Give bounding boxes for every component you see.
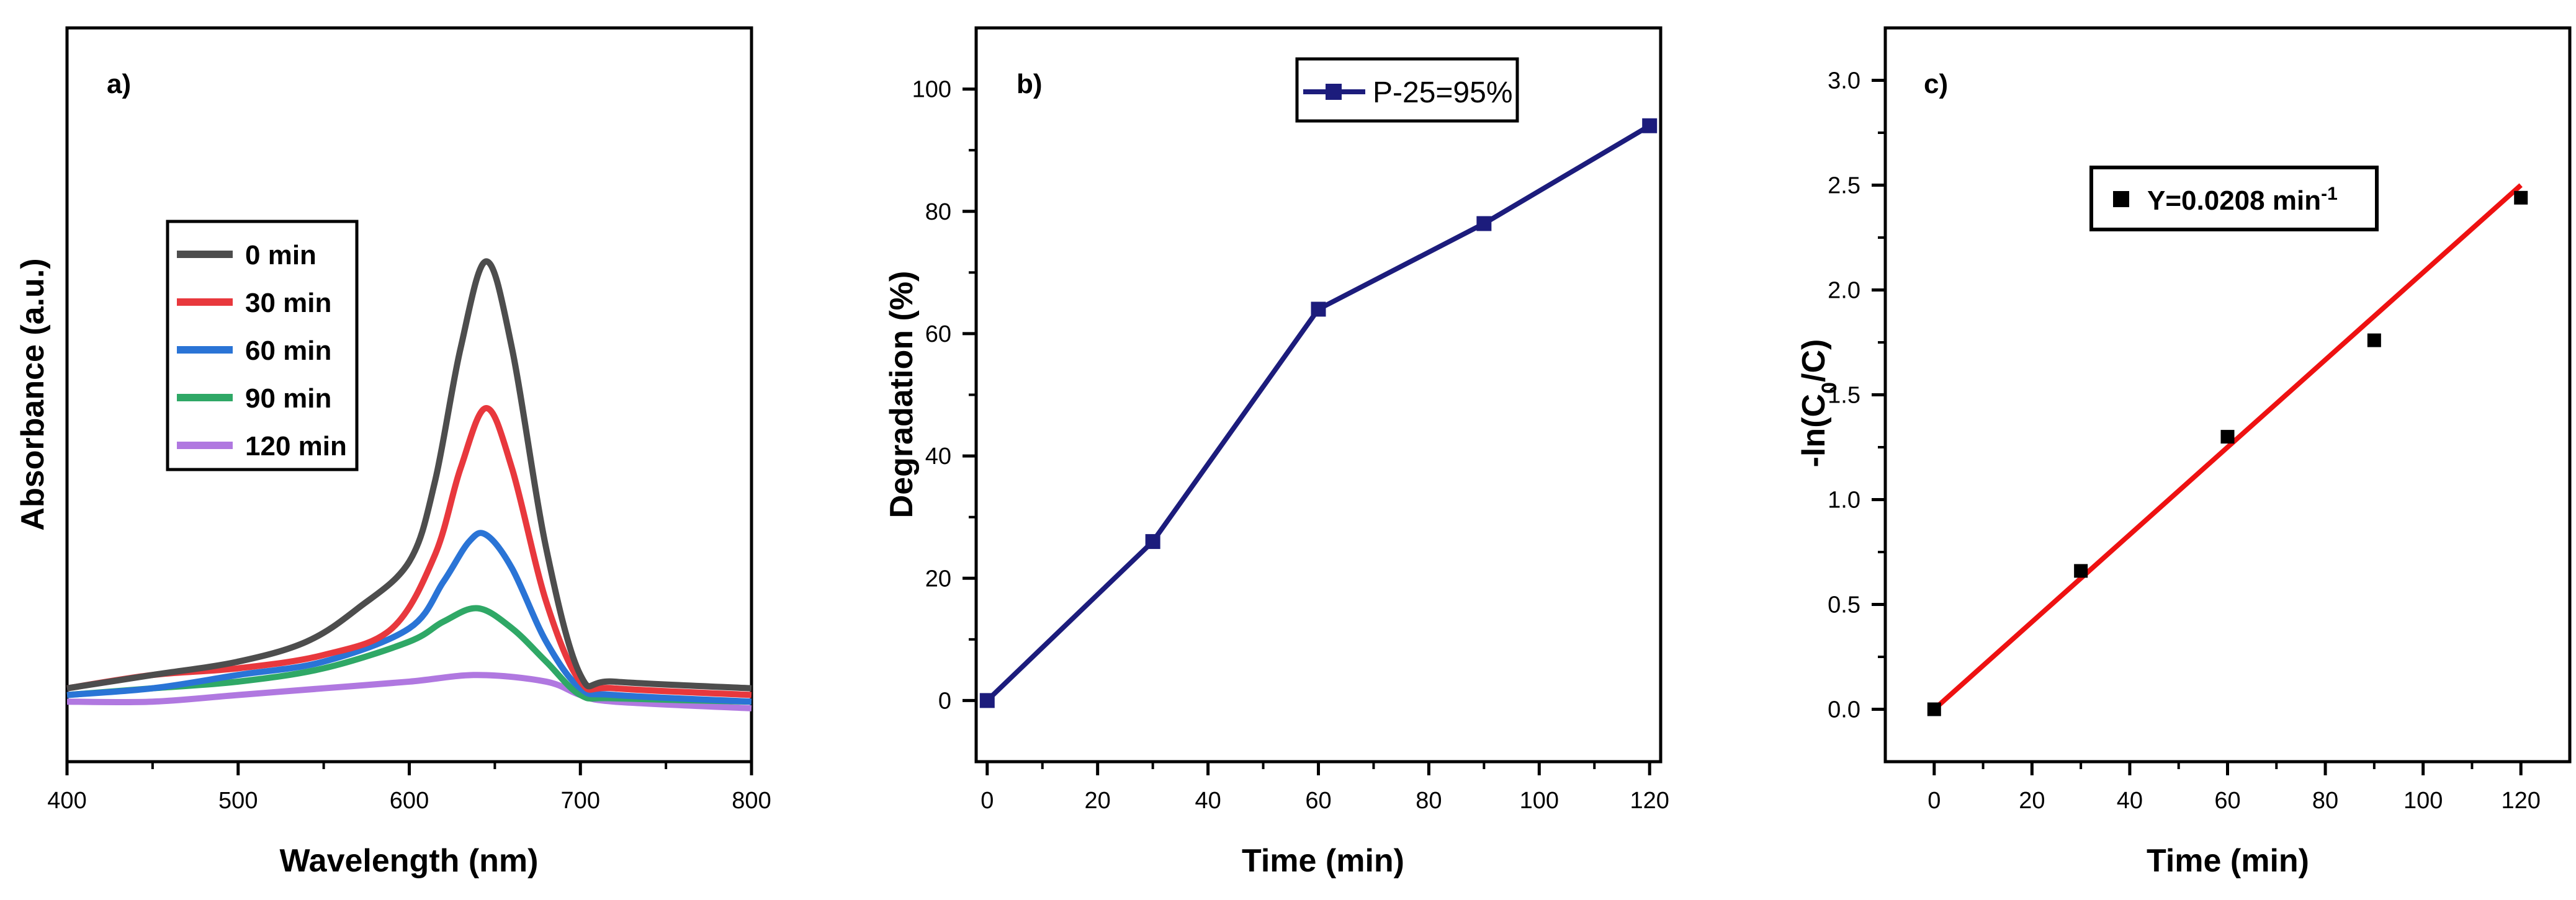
panel-c-frame bbox=[1883, 26, 2572, 764]
legend-label: 120 min bbox=[245, 431, 347, 461]
panel-b-ylabel: Degradation (%) bbox=[884, 271, 920, 519]
panel-b-frame bbox=[974, 26, 1663, 764]
x-tick-label: 20 bbox=[1085, 788, 1111, 814]
panel-c-legend-marker bbox=[2113, 191, 2129, 207]
y-tick-label: 60 bbox=[925, 321, 951, 347]
data-point bbox=[1927, 702, 1941, 716]
x-tick-label: 40 bbox=[1195, 788, 1221, 814]
panel-c-label: c) bbox=[1924, 69, 1948, 99]
data-point bbox=[2074, 564, 2088, 578]
data-point bbox=[1145, 534, 1160, 550]
panel-b-marks bbox=[979, 118, 1658, 708]
data-point bbox=[2220, 430, 2235, 444]
data-point bbox=[2367, 333, 2381, 347]
legend-label: 90 min bbox=[245, 383, 331, 414]
panel-a: 400 500 600 700 800 a) Wavelength (nm) Absor… bbox=[15, 26, 771, 879]
panel-c-legend-main: Y=0.0208 min bbox=[2147, 185, 2321, 216]
panel-a-ticks: 400 500 600 700 800 bbox=[47, 762, 771, 814]
y-tick-label: 0.0 bbox=[1828, 697, 1860, 723]
x-tick-label: 60 bbox=[2214, 788, 2240, 814]
panel-a-marks bbox=[66, 258, 752, 711]
panel-c-marks bbox=[1927, 183, 2528, 716]
data-point bbox=[1311, 301, 1326, 317]
panel-c-legend-sup: -1 bbox=[2321, 184, 2338, 204]
series-line-90-min bbox=[66, 605, 752, 705]
panel-a-label: a) bbox=[107, 69, 131, 99]
panel-b-label: b) bbox=[1016, 69, 1043, 99]
legend-label: 60 min bbox=[245, 336, 331, 366]
y-tick-label: 20 bbox=[925, 566, 951, 592]
panel-c-legend-label: Y=0.0208 min-1 bbox=[2147, 184, 2338, 216]
x-tick-label: 500 bbox=[218, 788, 258, 814]
y-tick-label: 0 bbox=[938, 688, 951, 714]
y-tick-label: 2.5 bbox=[1828, 173, 1860, 199]
panel-a-xlabel: Wavelength (nm) bbox=[280, 843, 539, 879]
panel-b-ticks: 0 20 40 60 80 100 120 0 20 40 60 80 100 bbox=[912, 77, 1669, 814]
panel-b: 0 20 40 60 80 100 120 0 20 40 60 80 100 b) Time (min… bbox=[884, 26, 1669, 879]
x-tick-label: 60 bbox=[1305, 788, 1331, 814]
y-tick-label: 0.5 bbox=[1828, 592, 1860, 618]
data-point bbox=[2514, 190, 2528, 205]
panel-a-ylabel: Absorbance (a.u.) bbox=[15, 258, 51, 530]
series-line bbox=[985, 123, 1651, 703]
panel-a-legend: 0 min 30 min 60 min 90 min 120 min bbox=[166, 220, 359, 471]
y-tick-label: 2.0 bbox=[1828, 278, 1860, 304]
y-tick-label: 1.5 bbox=[1828, 383, 1860, 409]
y-tick-label: 40 bbox=[925, 443, 951, 470]
x-tick-label: 800 bbox=[732, 788, 771, 814]
data-point bbox=[1476, 216, 1492, 231]
panel-c-ticks: 0 20 40 60 80 100 120 0.0 0.5 1.0 1.5 2.0 2.5 3.0 bbox=[1828, 68, 2541, 814]
x-tick-label: 0 bbox=[1928, 788, 1941, 814]
panel-b-legend-marker bbox=[1326, 84, 1342, 100]
legend-label: 30 min bbox=[245, 288, 331, 318]
x-tick-label: 80 bbox=[2312, 788, 2338, 814]
x-tick-label: 100 bbox=[1520, 788, 1559, 814]
fit-line bbox=[1932, 183, 2523, 711]
x-tick-label: 20 bbox=[2019, 788, 2045, 814]
panel-c-xlabel: Time (min) bbox=[2147, 843, 2309, 879]
series-line-60-min bbox=[66, 530, 752, 705]
x-tick-label: 120 bbox=[2502, 788, 2541, 814]
x-tick-label: 120 bbox=[1630, 788, 1669, 814]
panel-c-legend: Y=0.0208 min-1 bbox=[2089, 166, 2379, 231]
panel-b-legend-label: P-25=95% bbox=[1373, 76, 1513, 109]
panel-c-ylabel: -ln(C0/C) bbox=[1796, 339, 1841, 468]
y-tick-label: 100 bbox=[912, 77, 951, 103]
x-tick-label: 0 bbox=[981, 788, 994, 814]
series-line-0-min bbox=[66, 258, 752, 692]
data-point bbox=[1642, 118, 1658, 133]
x-tick-label: 80 bbox=[1416, 788, 1442, 814]
x-tick-label: 40 bbox=[2117, 788, 2143, 814]
panel-a-legend-rows: 0 min 30 min 60 min 90 min 120 min bbox=[177, 240, 347, 461]
panel-b-legend: P-25=95% bbox=[1295, 57, 1519, 123]
x-tick-label: 700 bbox=[561, 788, 600, 814]
panel-c-ylabel-sub: 0 bbox=[1818, 382, 1841, 394]
panel-a-legend-box bbox=[166, 220, 359, 471]
panel-b-xlabel: Time (min) bbox=[1242, 843, 1404, 879]
y-tick-label: 3.0 bbox=[1828, 68, 1860, 94]
x-tick-label: 600 bbox=[390, 788, 429, 814]
panel-c-ylabel-tail: /C) bbox=[1796, 339, 1832, 382]
y-tick-label: 1.0 bbox=[1828, 488, 1860, 514]
y-tick-label: 80 bbox=[925, 199, 951, 225]
legend-label: 0 min bbox=[245, 240, 316, 270]
panel-c-ylabel-main: -ln(C bbox=[1796, 394, 1832, 467]
x-tick-label: 100 bbox=[2403, 788, 2443, 814]
x-tick-label: 400 bbox=[47, 788, 86, 814]
data-point bbox=[979, 693, 995, 708]
series-line-30-min bbox=[66, 405, 752, 698]
panel-c-legend-box bbox=[2089, 166, 2379, 231]
